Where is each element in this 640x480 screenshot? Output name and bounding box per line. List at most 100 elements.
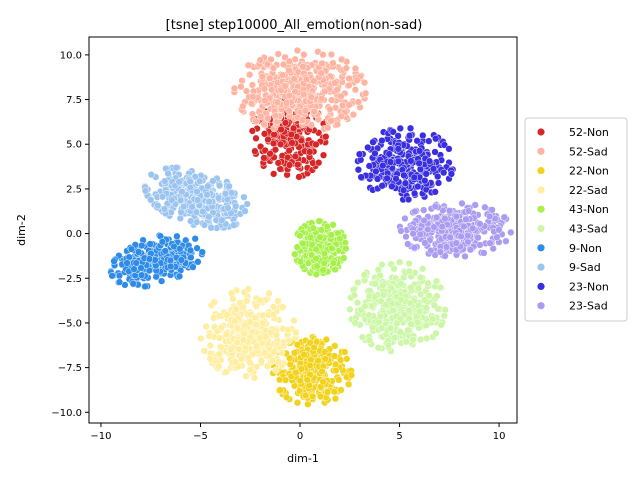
x-tick-label: 10: [493, 431, 506, 442]
point-23-Non: [405, 132, 414, 140]
point-23-Non: [421, 177, 429, 185]
point-43-Sad: [371, 280, 379, 288]
point-43-Sad: [353, 299, 362, 307]
point-52-Sad: [285, 66, 293, 75]
legend-label: 43-Sad: [569, 223, 608, 236]
point-23-Non: [392, 175, 400, 183]
point-43-Sad: [365, 311, 373, 319]
point-43-Sad: [405, 259, 413, 268]
point-9-Sad: [232, 202, 240, 210]
point-22-Non: [297, 365, 306, 373]
point-9-Non: [129, 280, 137, 288]
legend-label: 23-Non: [569, 280, 609, 293]
point-9-Sad: [147, 196, 155, 204]
point-52-Sad: [354, 98, 363, 106]
point-9-Non: [130, 265, 138, 273]
point-43-Sad: [440, 312, 449, 320]
point-52-Non: [274, 159, 282, 167]
point-22-Non: [332, 366, 340, 375]
point-9-Non: [145, 255, 154, 263]
y-tick-label: 10.0: [60, 50, 82, 61]
point-23-Sad: [445, 207, 454, 215]
point-52-Non: [270, 170, 278, 178]
point-9-Sad: [193, 196, 202, 204]
x-axis-label: dim-1: [287, 452, 319, 465]
point-9-Non: [194, 258, 202, 266]
point-22-Sad: [217, 343, 225, 351]
y-tick-label: 5.0: [66, 140, 82, 151]
point-23-Non: [383, 174, 391, 182]
point-22-Non: [321, 355, 329, 363]
point-52-Non: [288, 139, 296, 147]
point-9-Sad: [205, 213, 213, 221]
point-22-Non: [331, 360, 340, 369]
point-43-Non: [296, 258, 305, 266]
point-52-Non: [322, 133, 330, 141]
point-43-Sad: [374, 344, 383, 352]
point-52-Sad: [310, 108, 318, 116]
point-22-Non: [323, 388, 332, 396]
point-43-Non: [306, 233, 315, 242]
point-52-Non: [251, 147, 259, 155]
point-23-Sad: [469, 224, 477, 233]
point-52-Sad: [353, 76, 361, 84]
point-52-Non: [266, 150, 274, 158]
point-43-Sad: [405, 306, 413, 315]
point-22-Sad: [200, 347, 208, 355]
point-23-Sad: [502, 237, 510, 245]
point-52-Non: [269, 139, 278, 148]
point-43-Sad: [416, 273, 425, 282]
point-22-Sad: [269, 357, 277, 365]
point-52-Non: [285, 146, 293, 155]
point-9-Non: [161, 247, 169, 255]
point-52-Non: [312, 140, 320, 149]
point-23-Sad: [460, 222, 468, 231]
point-52-Sad: [278, 71, 287, 79]
legend-marker: [537, 282, 545, 290]
point-22-Non: [331, 394, 340, 403]
point-23-Non: [378, 136, 386, 145]
point-9-Sad: [172, 164, 180, 172]
point-9-Non: [134, 248, 143, 256]
point-43-Sad: [407, 283, 415, 292]
point-52-Sad: [361, 89, 370, 98]
point-23-Non: [414, 182, 422, 191]
point-22-Non: [275, 376, 284, 384]
point-23-Sad: [457, 232, 465, 241]
point-23-Sad: [464, 207, 473, 215]
point-43-Sad: [397, 280, 405, 288]
point-52-Sad: [263, 60, 272, 68]
point-43-Sad: [384, 341, 392, 349]
point-22-Sad: [238, 355, 246, 363]
point-23-Sad: [489, 244, 497, 253]
point-23-Non: [406, 124, 415, 132]
point-22-Sad: [246, 318, 254, 326]
point-23-Sad: [493, 233, 501, 241]
point-23-Sad: [430, 223, 438, 231]
point-23-Non: [394, 132, 402, 140]
point-22-Non: [290, 349, 299, 357]
point-52-Sad: [268, 86, 276, 94]
point-23-Sad: [507, 228, 515, 237]
point-9-Sad: [240, 193, 248, 201]
point-52-Sad: [318, 59, 326, 68]
point-43-Non: [296, 232, 304, 240]
point-9-Sad: [200, 221, 209, 229]
point-43-Sad: [360, 271, 368, 279]
point-52-Non: [252, 134, 260, 142]
point-22-Sad: [272, 366, 280, 374]
point-23-Non: [379, 161, 387, 170]
point-22-Non: [341, 348, 349, 356]
point-22-Sad: [197, 334, 205, 343]
point-43-Sad: [379, 281, 387, 290]
point-23-Non: [396, 124, 404, 133]
point-52-Sad: [333, 86, 341, 94]
point-9-Non: [115, 278, 124, 286]
point-52-Sad: [247, 99, 256, 108]
point-52-Non: [276, 165, 284, 173]
point-9-Sad: [147, 170, 155, 179]
point-52-Non: [264, 135, 272, 144]
point-43-Non: [319, 266, 327, 274]
point-22-Sad: [260, 349, 269, 357]
